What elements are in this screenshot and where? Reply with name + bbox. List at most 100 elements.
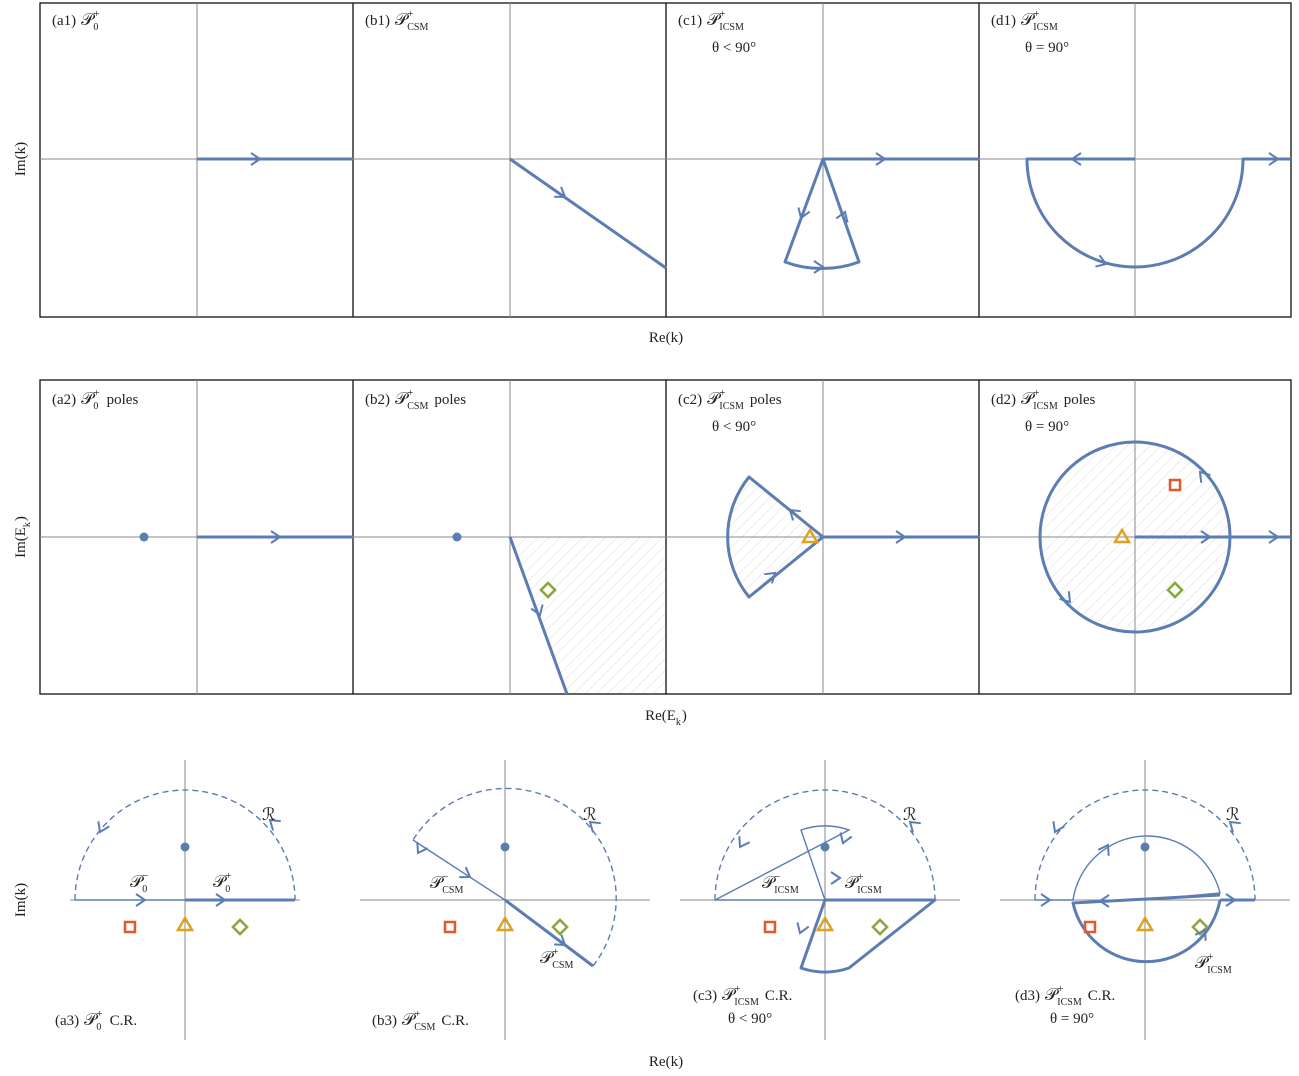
curve-label: 𝒫 − 0 — [130, 870, 148, 895]
label-text: ℛ — [262, 805, 276, 824]
label-text: ℛ — [903, 805, 917, 824]
label-text: + — [719, 8, 725, 20]
arrow — [1059, 591, 1072, 604]
label-text: CSM — [407, 22, 428, 33]
label-text: + — [1033, 387, 1039, 399]
arrow — [835, 210, 849, 223]
label-text: (b2) — [365, 392, 390, 408]
label-text: Im(k) — [13, 142, 29, 176]
label-text: C.R. — [1088, 988, 1116, 1004]
arrow — [588, 820, 601, 833]
label-text: Re(k) — [649, 1054, 683, 1070]
panel-condition: θ < 90° — [712, 40, 756, 56]
panel-condition: θ < 90° — [712, 419, 756, 435]
label-text: θ < 90° — [712, 40, 756, 56]
label-text: poles — [107, 392, 139, 408]
arrow — [416, 842, 429, 855]
curve-label: 𝒫 + CSM — [540, 946, 573, 971]
label-text: (d1) — [991, 13, 1016, 29]
label-text: 𝒫 — [130, 872, 144, 891]
label-text: 𝒫 — [402, 1010, 416, 1029]
arrow — [1198, 470, 1211, 483]
label-text: ICSM — [1033, 22, 1058, 33]
label-text: 0 — [93, 22, 98, 33]
label-text: 𝒫 — [540, 948, 554, 967]
arrow — [797, 207, 811, 220]
label-text: θ = 90° — [1025, 419, 1069, 435]
contour-label: ℛ — [903, 805, 917, 824]
label-text: + — [719, 387, 725, 399]
label-text: 𝒫 — [84, 1010, 98, 1029]
contour-label: ℛ — [583, 805, 597, 824]
label-text: C.R. — [441, 1013, 469, 1029]
label-text: (c2) — [678, 392, 702, 408]
panel-caption: (c3) 𝒫 + ICSM C.R. — [693, 983, 792, 1008]
arrow — [1200, 530, 1212, 544]
arrow — [530, 604, 544, 617]
label-text: − — [142, 870, 148, 882]
label-text: θ < 90° — [728, 1011, 772, 1027]
arrow — [1225, 893, 1237, 907]
label-text: 𝒫 — [1045, 985, 1059, 1004]
arrow — [1194, 928, 1207, 941]
panel-condition: θ = 90° — [1050, 1011, 1094, 1027]
panel-condition: θ = 90° — [1025, 419, 1069, 435]
arrow — [1228, 820, 1241, 833]
panel-title: (a1) 𝒫 +0 — [52, 8, 100, 33]
arrow — [788, 508, 801, 521]
arrow — [1095, 254, 1108, 268]
curve-label: 𝒫 +0 — [213, 870, 231, 895]
label-text: (a2) — [52, 392, 76, 408]
label-text: Re(k) — [649, 330, 683, 346]
panel-title: (d2) 𝒫 + ICSM poles — [991, 387, 1096, 412]
arrow — [830, 871, 842, 885]
label-text: k — [22, 522, 33, 527]
label-text: ℛ — [583, 805, 597, 824]
label-text: ICSM — [719, 22, 744, 33]
arrow — [796, 922, 810, 935]
label-text: 0 — [93, 401, 98, 412]
label-text: CSM — [552, 960, 573, 971]
label-text: C.R. — [110, 1013, 138, 1029]
label-text: ICSM — [857, 885, 882, 896]
label-text: + — [407, 8, 413, 20]
arrow — [895, 530, 907, 544]
y-axis-label: Im(k) — [13, 142, 29, 176]
label-text: ICSM — [719, 401, 744, 412]
contour-label: ℛ — [262, 805, 276, 824]
label-text: ICSM — [1033, 401, 1058, 412]
label-text: ICSM — [1207, 965, 1232, 976]
panel-caption: (b3) 𝒫 + CSM C.R. — [372, 1008, 469, 1033]
arrow — [268, 818, 281, 831]
arrow — [839, 832, 853, 845]
label-text: 𝒫 — [1021, 389, 1035, 408]
arrow — [459, 866, 472, 879]
label-text: 𝒫 — [213, 872, 227, 891]
label-text: θ = 90° — [1025, 40, 1069, 56]
label-text: (c1) — [678, 13, 702, 29]
label-text: + — [734, 983, 740, 995]
label-text: CSM — [407, 401, 428, 412]
label-text: 𝒫 — [1021, 10, 1035, 29]
label-text: (b1) — [365, 13, 390, 29]
curve-label: 𝒫 − ICSM — [762, 871, 799, 896]
arrow — [1052, 821, 1065, 834]
label-text: 0 — [142, 884, 147, 895]
arrow — [764, 571, 777, 584]
arrow — [738, 836, 751, 849]
label-text: (d2) — [991, 392, 1016, 408]
label-text: Im(k) — [13, 883, 29, 917]
arrow — [1268, 152, 1280, 166]
label-text: CSM — [442, 885, 463, 896]
label-text: ) — [682, 708, 687, 724]
arrow — [1040, 893, 1052, 907]
arrow — [215, 893, 227, 907]
label-text: + — [414, 1008, 420, 1020]
label-text: (b3) — [372, 1013, 397, 1029]
row1-contours — [197, 157, 1291, 270]
arrow — [1070, 152, 1082, 166]
label-text: (d3) — [1015, 988, 1040, 1004]
label-text: ICSM — [774, 885, 799, 896]
label-text: + — [552, 946, 558, 958]
